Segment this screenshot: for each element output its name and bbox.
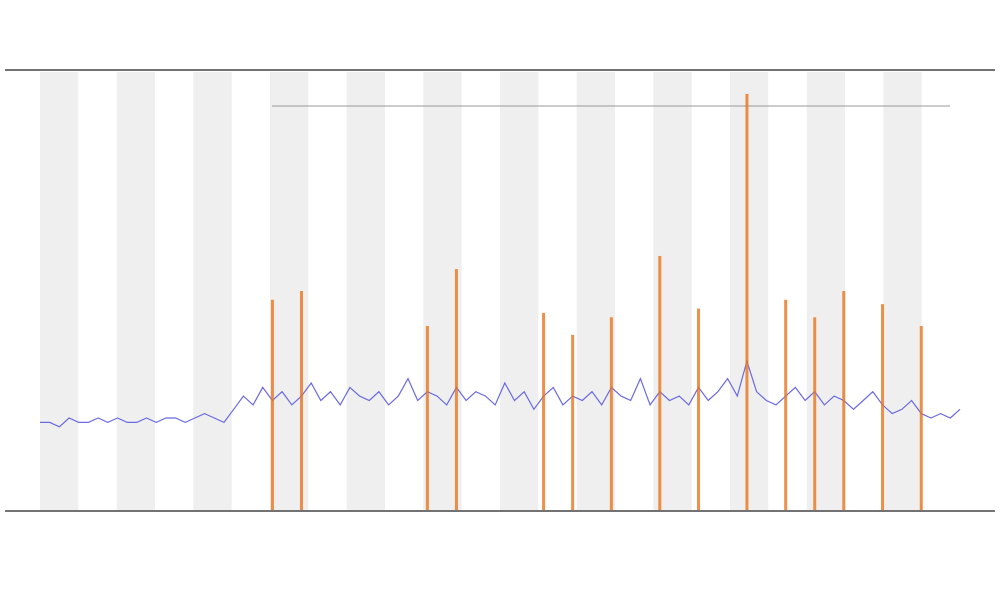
band <box>806 72 845 510</box>
spike <box>842 291 846 510</box>
spike <box>784 299 788 510</box>
spike <box>454 269 458 510</box>
spike <box>542 312 546 510</box>
spike <box>299 291 303 510</box>
band <box>500 72 539 510</box>
spike <box>813 317 817 510</box>
spike <box>658 255 662 510</box>
band <box>40 72 79 510</box>
spike <box>425 326 429 510</box>
spike <box>571 334 575 510</box>
band <box>576 72 615 510</box>
band <box>730 72 769 510</box>
spike <box>609 317 613 510</box>
spike <box>919 326 923 510</box>
spike <box>270 299 274 510</box>
spike <box>697 308 701 510</box>
spike <box>745 93 749 511</box>
band <box>116 72 155 510</box>
spike <box>881 304 885 510</box>
band <box>346 72 385 510</box>
band <box>193 72 232 510</box>
series-line <box>40 358 961 428</box>
band <box>883 72 922 510</box>
